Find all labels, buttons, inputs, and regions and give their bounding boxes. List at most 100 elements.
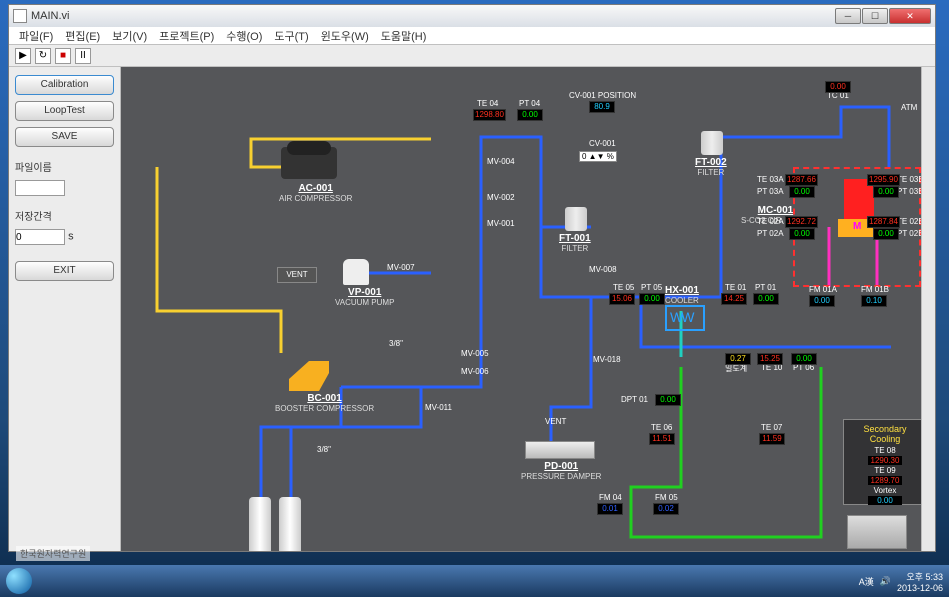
interval-input[interactable] (15, 229, 65, 245)
te05-label: TE 05 (613, 283, 634, 292)
pt02a-label: PT 02A (757, 229, 784, 238)
filename-label: 파일이름 (15, 159, 114, 174)
abort-button[interactable]: ■ (55, 48, 71, 64)
te07-value: 11.59 (759, 433, 785, 445)
titlebar[interactable]: MAIN.vi ─ ☐ ✕ (9, 5, 935, 27)
menu-project[interactable]: 프로젝트(P) (159, 28, 214, 44)
exit-button[interactable]: EXIT (15, 261, 114, 281)
dpt01-value: 0.00 (655, 394, 681, 406)
cv001pos-label: CV-001 POSITION (569, 91, 636, 100)
maximize-button[interactable]: ☐ (862, 8, 888, 24)
fm04-value: 0.01 (597, 503, 623, 515)
menu-help[interactable]: 도움말(H) (381, 28, 427, 44)
mv008-label: MV-008 (589, 265, 617, 274)
pt02b-value: 0.00 (873, 228, 899, 240)
cv001-input[interactable]: 0 ▲▼ % (579, 151, 617, 162)
fm01a-value: 0.00 (809, 295, 835, 307)
taskbar[interactable]: A漢 🔊 오후 5:33 2013-12-06 (0, 565, 949, 597)
te01-label: TE 01 (725, 283, 746, 292)
sec-title: Secondary Cooling (848, 424, 922, 444)
mv006-label: MV-006 (461, 367, 489, 376)
looptest-button[interactable]: LoopTest (15, 101, 114, 121)
close-button[interactable]: ✕ (889, 8, 931, 24)
labview-window: MAIN.vi ─ ☐ ✕ 파일(F) 편집(E) 보기(V) 프로젝트(P) … (8, 4, 936, 552)
te05-value: 15.06 (609, 293, 635, 305)
booster-icon (289, 361, 339, 391)
save-button[interactable]: SAVE (15, 127, 114, 147)
size38a-label: 3/8" (389, 339, 403, 348)
process-canvas: AC-001AIR COMPRESSOR VP-001VACUUM PUMP V… (121, 67, 935, 551)
cylinder-b-icon (279, 497, 301, 551)
menu-tools[interactable]: 도구(T) (274, 28, 308, 44)
desktop-branding: 한국원자력연구원 (16, 546, 90, 561)
pd-label: PD-001PRESSURE DAMPER (521, 461, 601, 481)
interval-unit: s (68, 231, 74, 243)
ft2-label: FT-002FILTER (695, 157, 727, 177)
mv018-label: MV-018 (593, 355, 621, 364)
secondary-cooling-panel: Secondary Cooling TE 08 1290.30 TE 09 12… (843, 419, 927, 505)
dpt01-label: DPT 01 (621, 395, 648, 404)
fm05-label: FM 05 (655, 493, 678, 502)
te09-value: 1289.70 (868, 476, 902, 485)
ac-label: AC-001AIR COMPRESSOR (279, 183, 352, 203)
te07-label: TE 07 (761, 423, 782, 432)
te03a-label: TE 03A (757, 175, 784, 184)
menu-window[interactable]: 윈도우(W) (321, 28, 369, 44)
mv011-label: MV-011 (425, 403, 452, 412)
pt03b-label: PT 03B (897, 187, 924, 196)
pt01-value: 0.00 (753, 293, 779, 305)
cv001-label: CV-001 (589, 139, 616, 148)
pt03b-value: 0.00 (873, 186, 899, 198)
pt05-value: 0.00 (639, 293, 665, 305)
atm-label: ATM (901, 103, 917, 112)
mv005-label: MV-005 (461, 349, 489, 358)
start-button[interactable] (6, 568, 32, 594)
interval-label: 저장간격 (15, 208, 114, 223)
pt03a-label: PT 03A (757, 187, 784, 196)
filename-input[interactable] (15, 180, 65, 196)
te02a-label: TE 02A (757, 217, 784, 226)
pt04-value: 0.00 (517, 109, 543, 121)
pt02a-value: 0.00 (789, 228, 815, 240)
air-compressor-icon (281, 147, 337, 179)
te01-value: 14.25 (721, 293, 747, 305)
vertical-scrollbar[interactable] (921, 67, 935, 551)
pause-button[interactable]: II (75, 48, 91, 64)
menu-file[interactable]: 파일(F) (19, 28, 53, 44)
bc-label: BC-001BOOSTER COMPRESSOR (275, 393, 374, 413)
minimize-button[interactable]: ─ (835, 8, 861, 24)
te02b-value: 1287.84 (867, 216, 900, 228)
mv001-label: MV-001 (487, 219, 515, 228)
run-button[interactable]: ▶ (15, 48, 31, 64)
vp-label: VP-001VACUUM PUMP (335, 287, 394, 307)
tc01-value: 0.00 (825, 81, 851, 93)
te02b-label: TE 02B (897, 217, 924, 226)
tray-ime[interactable]: A漢 (859, 575, 874, 588)
menu-edit[interactable]: 편집(E) (65, 28, 100, 44)
fm04-label: FM 04 (599, 493, 622, 502)
pt01-label: PT 01 (755, 283, 776, 292)
te02a-value: 1292.72 (785, 216, 818, 228)
menu-operate[interactable]: 수행(O) (226, 28, 262, 44)
vi-icon (13, 9, 27, 23)
te04-label: TE 04 (477, 99, 498, 108)
te06-value: 11.51 (649, 433, 675, 445)
clock-time: 오후 5:33 (906, 572, 943, 582)
pt05-label: PT 05 (641, 283, 662, 292)
vacuum-pump-icon (343, 259, 369, 285)
ft002-icon (701, 131, 723, 155)
pt04-label: PT 04 (519, 99, 540, 108)
fm01b-value: 0.10 (861, 295, 887, 307)
size38b-label: 3/8" (317, 445, 331, 454)
calibration-button[interactable]: Calibration (15, 75, 114, 95)
cooler-icon (665, 305, 705, 331)
ft001-icon (565, 207, 587, 231)
mv002-label: MV-002 (487, 193, 515, 202)
te04-value: 1298.80 (473, 109, 506, 121)
window-title: MAIN.vi (31, 10, 70, 22)
cv001pos-value: 80.9 (589, 101, 615, 113)
menu-view[interactable]: 보기(V) (112, 28, 147, 44)
hx-label: HX-001COOLER (665, 285, 699, 305)
te06-label: TE 06 (651, 423, 672, 432)
run-cont-button[interactable]: ↻ (35, 48, 51, 64)
